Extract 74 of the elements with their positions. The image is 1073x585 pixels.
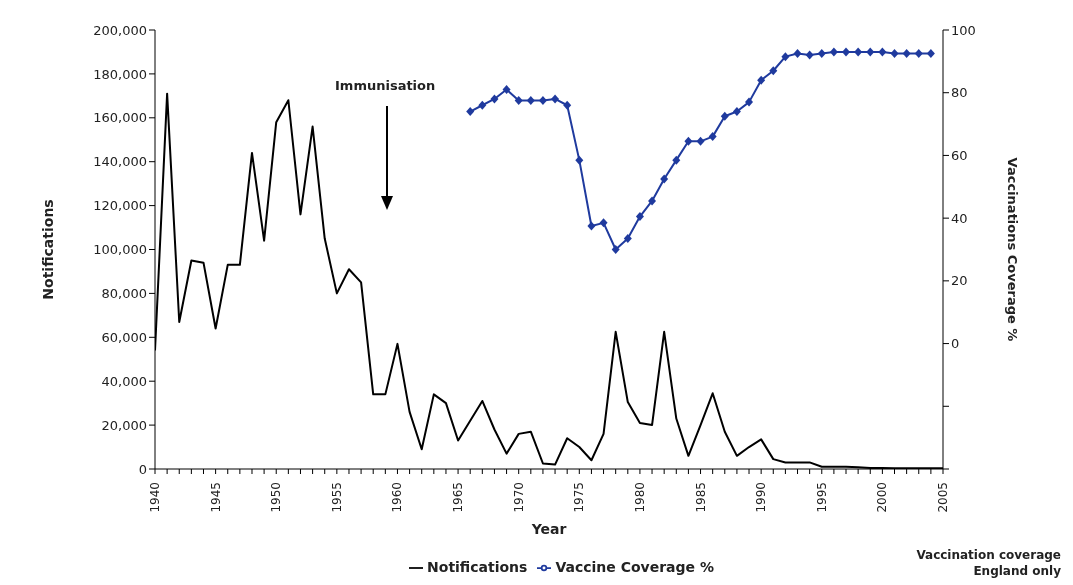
point: [672, 155, 681, 165]
point: [793, 49, 802, 59]
x-tick-label: 1975: [572, 482, 587, 513]
point: [720, 111, 729, 121]
point: [854, 47, 863, 57]
x-axis-title: Year: [530, 521, 567, 537]
point: [890, 49, 899, 59]
point: [878, 47, 887, 57]
y-tick-label: 20,000: [101, 417, 147, 433]
point: [466, 107, 475, 117]
x-tick-label: 1950: [269, 482, 284, 513]
y-tick-label: 140,000: [93, 154, 147, 170]
point: [684, 136, 693, 146]
point: [769, 66, 778, 76]
x-tick-label: 2005: [936, 482, 950, 513]
y-tick-label: 100,000: [93, 242, 147, 258]
point: [660, 174, 669, 184]
point: [829, 47, 838, 57]
x-tick-label: 1970: [511, 482, 526, 513]
x-tick-label: 1940: [148, 482, 162, 513]
point: [902, 49, 911, 59]
point: [708, 132, 717, 142]
x-tick-label: 1990: [754, 482, 769, 513]
point: [551, 94, 560, 104]
x-tick-label: 1985: [693, 482, 708, 513]
x-tick-label: 1960: [390, 482, 405, 513]
point: [514, 96, 523, 106]
point: [599, 218, 608, 228]
y2-tick-label: 0: [951, 336, 960, 352]
point: [866, 47, 875, 57]
y2-tick-label: 100: [951, 22, 976, 38]
y-tick-label: 80,000: [101, 286, 147, 302]
legend-label: Notifications: [427, 559, 528, 575]
y2-tick-label: 40: [951, 210, 968, 226]
point: [696, 136, 705, 146]
point: [732, 107, 741, 117]
y-tick-label: 180,000: [93, 66, 147, 82]
point: [623, 234, 632, 244]
y-tick-label: 60,000: [101, 329, 147, 345]
point: [611, 245, 620, 254]
x-tick-label: 1965: [451, 482, 466, 513]
x-tick-label: 1995: [814, 482, 829, 513]
point: [635, 212, 644, 222]
point: [926, 49, 935, 59]
point: [563, 100, 572, 110]
y-tick-label: 200,000: [93, 22, 147, 38]
point: [914, 49, 923, 59]
point: [817, 49, 826, 59]
point: [805, 50, 814, 60]
y2-tick-label: 80: [951, 85, 968, 101]
y-tick-label: 160,000: [93, 110, 147, 126]
x-tick-label: 2000: [875, 482, 890, 513]
point: [781, 52, 790, 62]
y-axis-title: Notifications: [39, 199, 56, 300]
point: [478, 100, 487, 110]
x-tick-label: 1980: [632, 482, 647, 513]
legend-label: Vaccine Coverage %: [555, 559, 714, 575]
point: [575, 155, 584, 165]
y-tick-label: 40,000: [101, 373, 147, 389]
point: [502, 85, 511, 95]
x-tick-label: 1945: [208, 482, 223, 513]
annotation: Immunisation: [335, 78, 436, 93]
text: Vaccination coverage England only: [916, 547, 1061, 579]
point: [757, 75, 766, 85]
point: [648, 196, 657, 206]
y2-tick-label: 60: [951, 148, 968, 164]
y-tick-label: 120,000: [93, 198, 147, 214]
point: [538, 96, 547, 106]
y2-tick-label: 20: [951, 273, 968, 289]
point: [526, 96, 535, 106]
point: [745, 97, 754, 107]
y-tick-label: 0: [138, 461, 147, 477]
y2-axis-title: Vaccinations Coverage %: [1005, 157, 1021, 342]
x-tick-label: 1955: [329, 482, 344, 513]
